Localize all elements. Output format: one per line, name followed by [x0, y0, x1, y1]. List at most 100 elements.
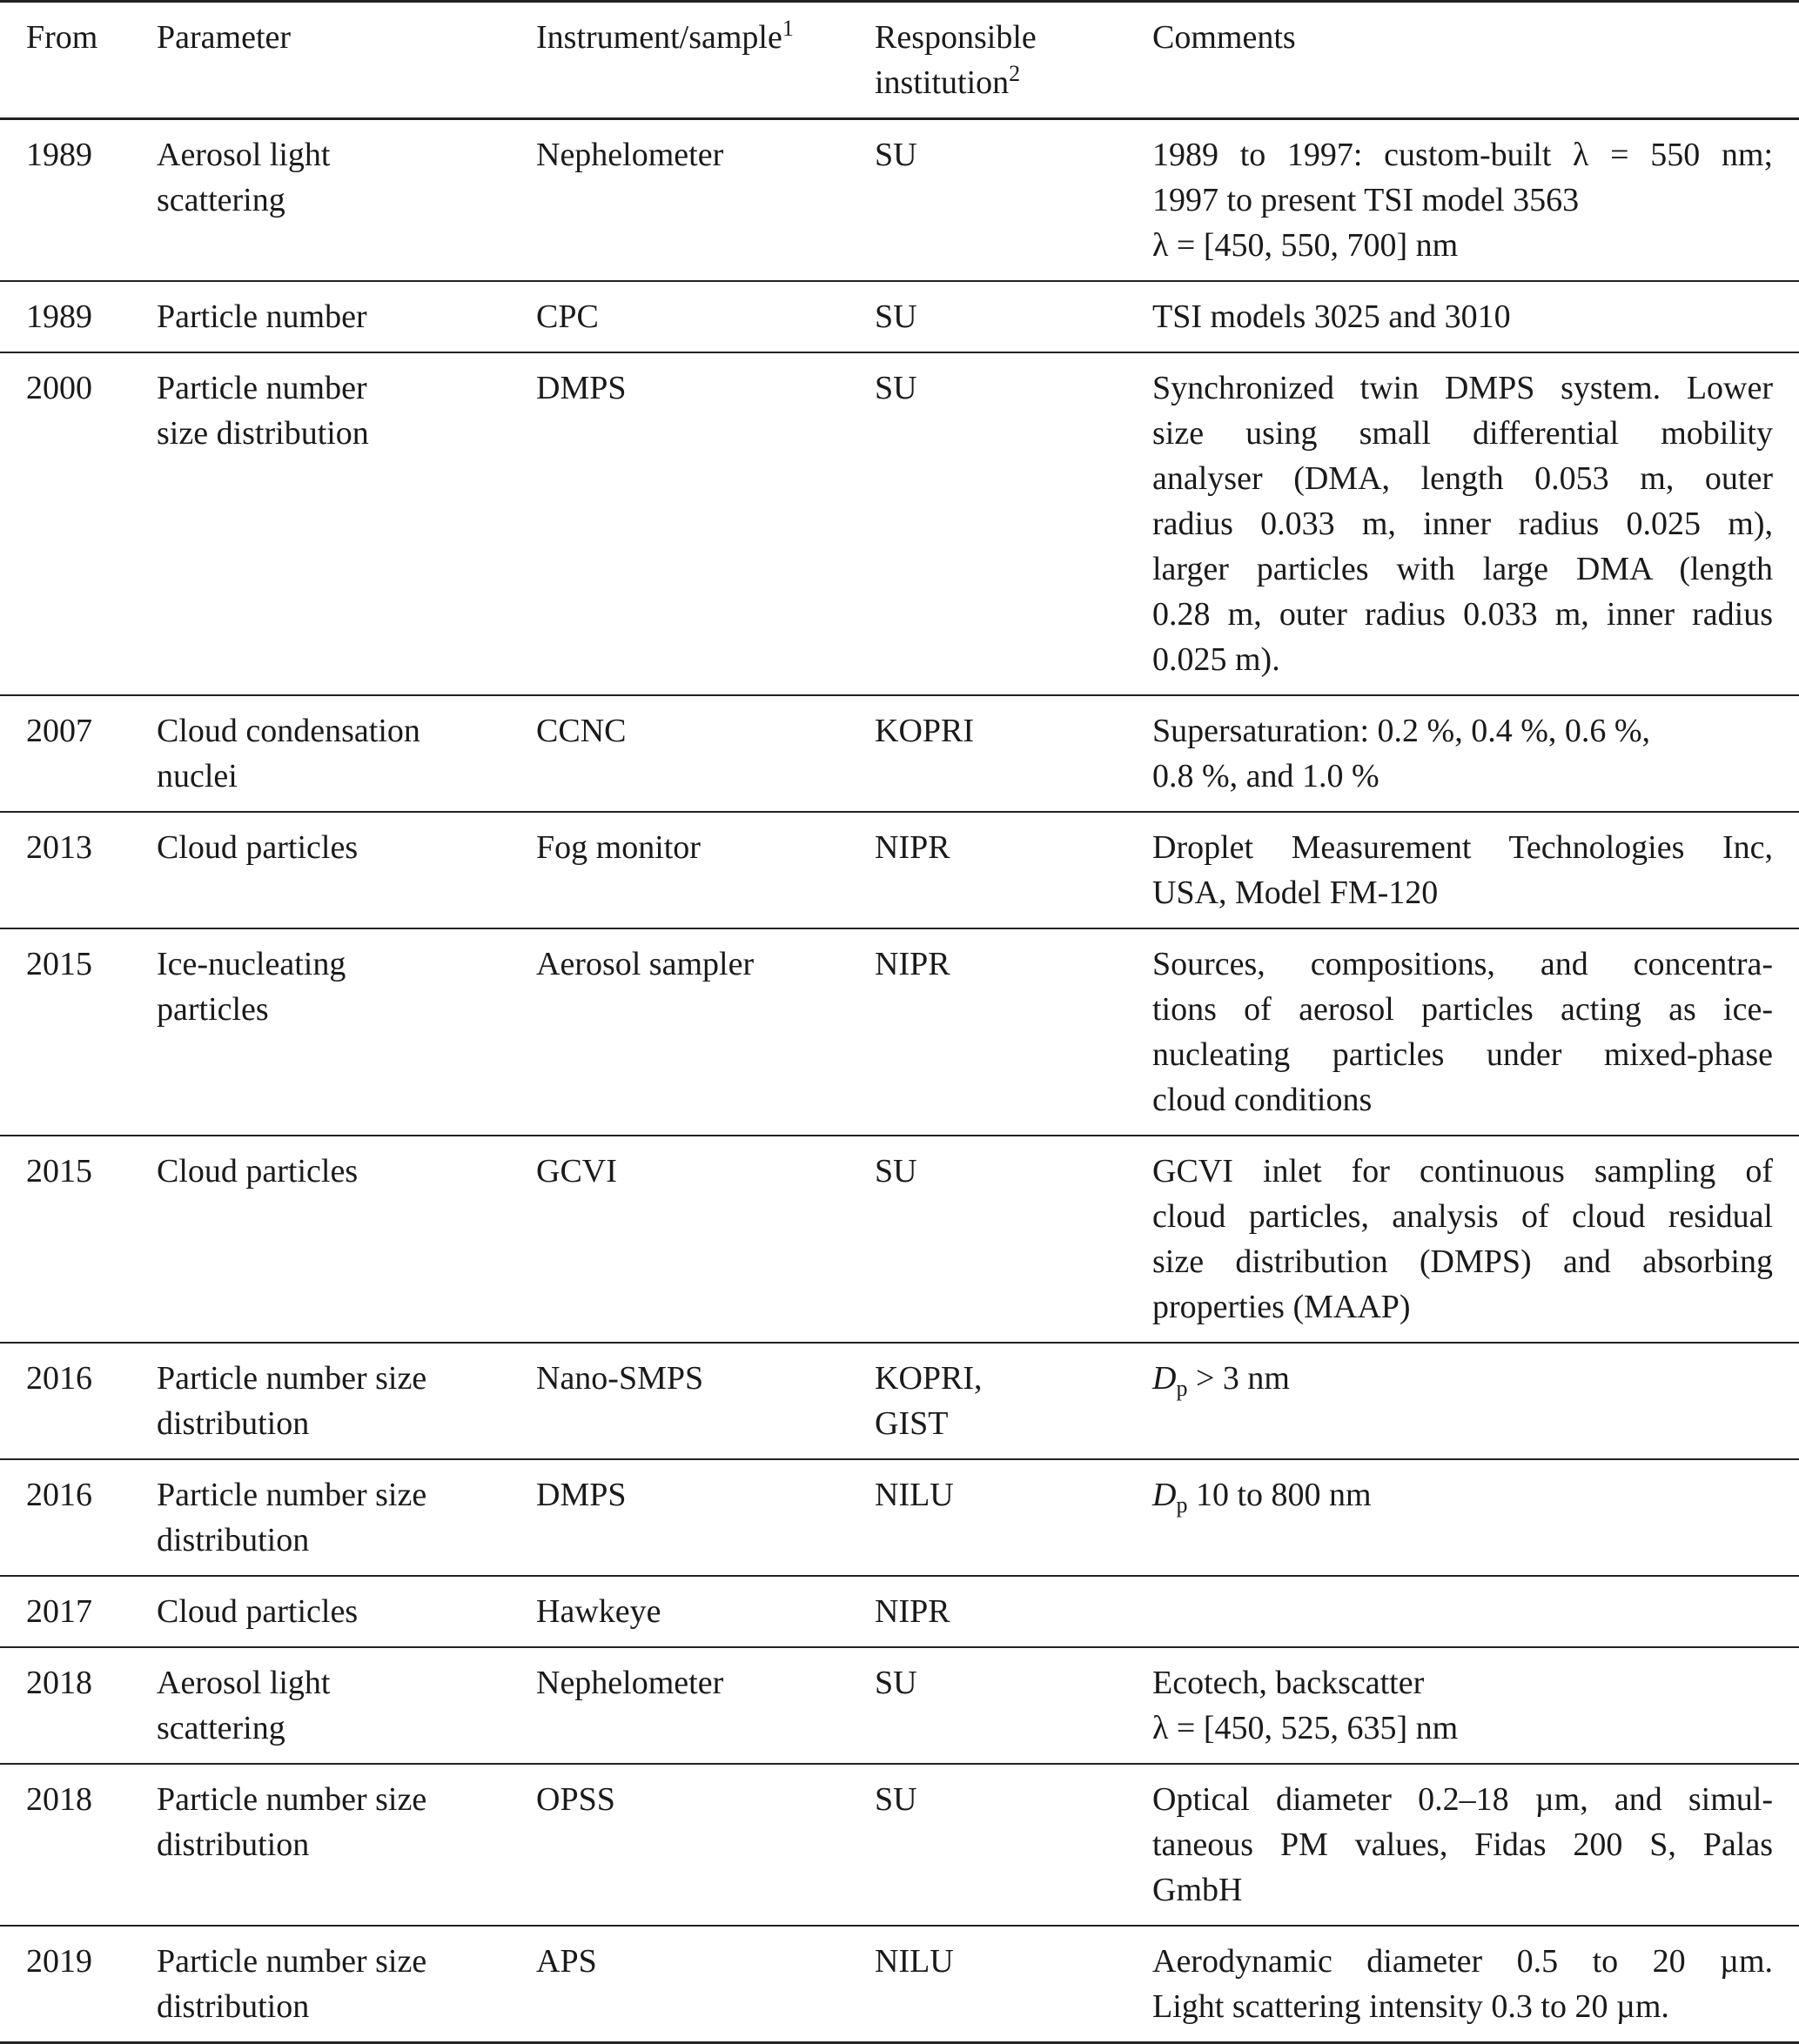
parameter-line: size distribution — [157, 415, 369, 452]
parameter-line: scattering — [157, 1710, 285, 1746]
table-body: 1989 Aerosol light scattering Nephelometer S… — [0, 119, 1799, 2043]
cell-comments: Aerodynamic diameter 0.5 to 20 µm. Light … — [1152, 1926, 1799, 2043]
institution-line: SU — [875, 370, 917, 406]
cell-institution: SU — [875, 1136, 1152, 1343]
cell-institution: KOPRI — [875, 695, 1152, 812]
table-row: 2018 Aerosol light scattering Nephelometer S… — [0, 1647, 1799, 1764]
comment-line: 1989 to 1997: custom-built λ = 550 nm; — [1152, 137, 1773, 173]
table-row: 2018 Particle number size distribution OPSS… — [0, 1764, 1799, 1926]
cell-comments — [1152, 1576, 1799, 1647]
cell-instrument: OPSS — [536, 1781, 615, 1818]
header-institution-line: institution2 — [875, 60, 1152, 105]
comment-line: Light scattering intensity 0.3 to 20 µm. — [1152, 1988, 1669, 2025]
comment-line: λ = [450, 550, 700] nm — [1152, 227, 1459, 264]
cell-from: 2015 — [26, 946, 92, 982]
cell-parameter: Cloud particles — [157, 1136, 536, 1343]
comment-line: USA, Model FM-120 — [1152, 875, 1439, 911]
comment-line: 0.025 m). — [1152, 641, 1280, 678]
cell-institution: SU — [875, 1764, 1152, 1926]
cell-institution: NILU — [875, 1459, 1152, 1576]
comment-text: 10 to 800 nm — [1187, 1477, 1372, 1513]
parameter-line: Aerosol light — [157, 137, 331, 173]
cell-parameter: Cloud condensation nuclei — [157, 695, 536, 812]
comment-line: analyser (DMA, length 0.053 m, outer — [1152, 460, 1773, 497]
cell-comments: GCVI inlet for continuous sampling of clo… — [1152, 1136, 1799, 1343]
cell-comments: Droplet Measurement Technologies Inc, USA… — [1152, 812, 1799, 928]
cell-from: 2013 — [26, 829, 92, 866]
symbol-subscript: p — [1176, 1492, 1188, 1518]
table-row: 2000 Particle number size distribution DMPS… — [0, 352, 1799, 695]
comment-line: 0.8 %, and 1.0 % — [1152, 758, 1379, 794]
cell-instrument: DMPS — [536, 1477, 627, 1513]
cell-institution: SU — [875, 352, 1152, 695]
header-instrument-label: Instrument/sample — [536, 19, 782, 56]
cell-from: 2017 — [26, 1593, 92, 1630]
cell-institution: SU — [875, 1647, 1152, 1764]
header-instrument: Instrument/sample1 — [536, 2, 875, 119]
table-row: 2007 Cloud condensation nuclei CCNC KOPRI Sup… — [0, 695, 1799, 812]
parameter-line: nuclei — [157, 758, 238, 794]
cell-instrument: Fog monitor — [536, 829, 701, 866]
cell-parameter: Ice-nucleating particles — [157, 928, 536, 1136]
comment-line: Supersaturation: 0.2 %, 0.4 %, 0.6 %, — [1152, 713, 1651, 749]
cell-instrument: DMPS — [536, 370, 627, 406]
institution-line: SU — [875, 1665, 917, 1701]
cell-from: 2015 — [26, 1153, 92, 1190]
header-parameter: Parameter — [157, 19, 292, 56]
comment-line: 0.28 m, outer radius 0.033 m, inner radi… — [1152, 596, 1773, 633]
institution-line: GIST — [875, 1405, 949, 1442]
parameter-line: Particle number — [157, 298, 367, 335]
table-row: 1989 Aerosol light scattering Nephelometer S… — [0, 119, 1799, 282]
symbol-D: D — [1152, 1360, 1177, 1397]
comment-line: λ = [450, 525, 635] nm — [1152, 1710, 1459, 1746]
cell-institution: SU — [875, 281, 1152, 352]
comment-line: 1997 to present TSI model 3563 — [1152, 182, 1580, 218]
comment-line: Sources, compositions, and concentra- — [1152, 946, 1773, 982]
cell-parameter: Aerosol light scattering — [157, 1647, 536, 1764]
cell-institution: SU — [875, 119, 1152, 282]
cell-instrument: Nephelometer — [536, 137, 724, 173]
cell-comments: Optical diameter 0.2–18 µm, and simul-ta… — [1152, 1764, 1799, 1926]
header-institution: Responsible institution2 — [875, 2, 1152, 119]
comment-line: tions of aerosol particles acting as ice… — [1152, 991, 1773, 1028]
comment-line: GCVI inlet for continuous sampling of — [1152, 1153, 1773, 1190]
institution-line: SU — [875, 1153, 917, 1190]
cell-parameter: Aerosol light scattering — [157, 119, 536, 282]
symbol-D: D — [1152, 1477, 1177, 1513]
table-row: 2019 Particle number size distribution APS N… — [0, 1926, 1799, 2043]
comment-line: size distribution (DMPS) and absorbing — [1152, 1243, 1773, 1280]
comment-line: Optical diameter 0.2–18 µm, and simul- — [1152, 1781, 1773, 1818]
comment-line: nucleating particles under mixed-phase — [1152, 1036, 1773, 1073]
symbol-subscript: p — [1176, 1376, 1188, 1401]
cell-institution: NILU — [875, 1926, 1152, 2043]
comment-line: GmbH — [1152, 1872, 1243, 1908]
cell-parameter: Particle number size distribution — [157, 352, 536, 695]
cell-instrument: APS — [536, 1943, 597, 1980]
comment-line: Synchronized twin DMPS system. Lower — [1152, 370, 1773, 406]
table-row: 2016 Particle number size distribution Nano… — [0, 1343, 1799, 1459]
institution-line: SU — [875, 298, 917, 335]
comment-line: larger particles with large DMA (length — [1152, 551, 1773, 587]
footnote-marker: 1 — [782, 16, 794, 41]
cell-from: 2016 — [26, 1477, 92, 1513]
parameter-line: scattering — [157, 182, 285, 218]
cell-institution: KOPRI, GIST — [875, 1343, 1152, 1459]
parameter-line: Particle number size — [157, 1360, 427, 1397]
institution-line: NIPR — [875, 1593, 950, 1630]
cell-parameter: Particle number size distribution — [157, 1764, 536, 1926]
comment-line: Droplet Measurement Technologies Inc, — [1152, 829, 1773, 866]
parameter-line: Particle number — [157, 370, 367, 406]
cell-institution: NIPR — [875, 1576, 1152, 1647]
comment-line: properties (MAAP) — [1152, 1289, 1411, 1325]
cell-instrument: GCVI — [536, 1153, 617, 1190]
cell-instrument: Nano-SMPS — [536, 1360, 704, 1397]
cell-parameter: Particle number size distribution — [157, 1343, 536, 1459]
comment-line: radius 0.033 m, inner radius 0.025 m), — [1152, 506, 1773, 542]
cell-comments: Supersaturation: 0.2 %, 0.4 %, 0.6 %, 0.8… — [1152, 695, 1799, 812]
comment-line: cloud particles, analysis of cloud resid… — [1152, 1198, 1773, 1235]
cell-instrument: Nephelometer — [536, 1665, 724, 1701]
cell-parameter: Particle number — [157, 281, 536, 352]
parameter-line: Ice-nucleating — [157, 946, 346, 982]
parameter-line: particles — [157, 991, 269, 1028]
cell-parameter: Cloud particles — [157, 812, 536, 928]
